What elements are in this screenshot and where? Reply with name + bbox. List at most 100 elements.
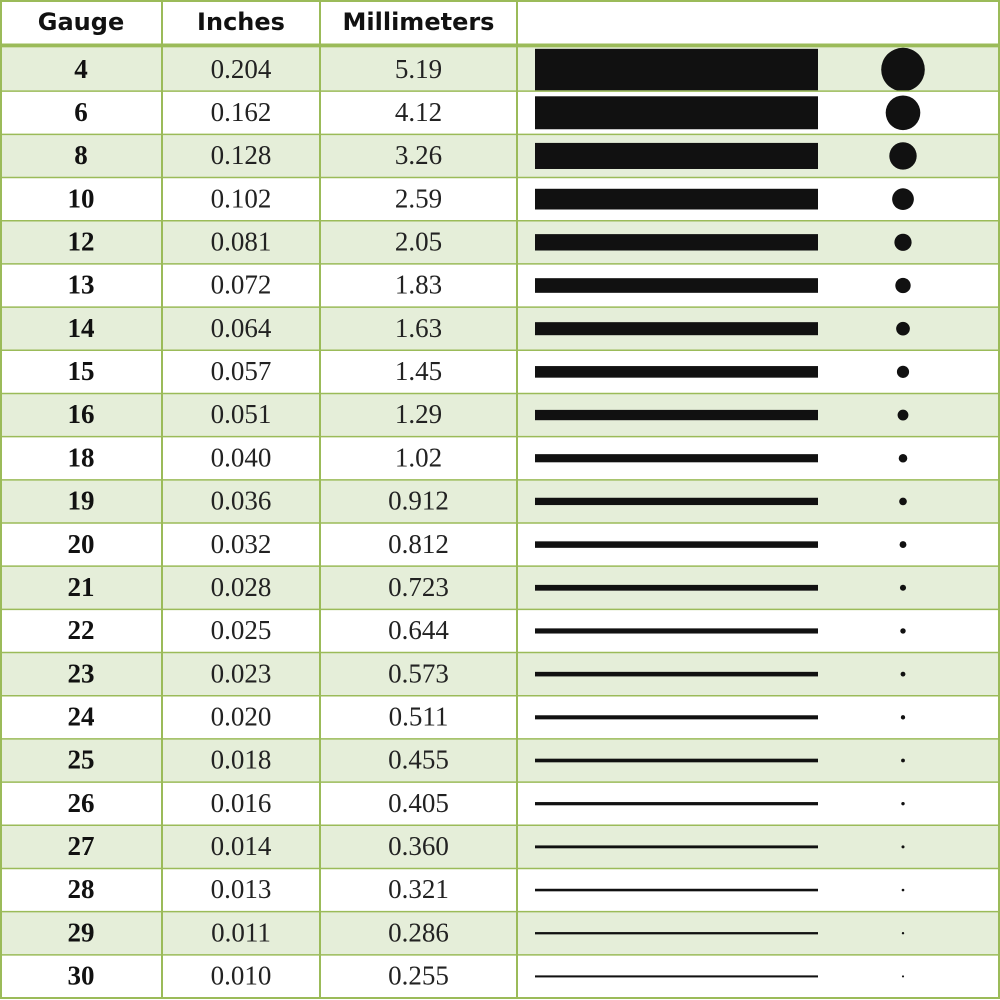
value-cell: 0.020: [211, 702, 272, 732]
value-cell: 1.02: [395, 442, 442, 472]
wire-dot: [897, 409, 909, 421]
row-band: [0, 825, 1000, 869]
gauge-cell: 20: [68, 529, 95, 559]
wire-dot: [896, 321, 910, 336]
wire-bar: [535, 142, 818, 169]
value-cell: 0.912: [388, 486, 449, 516]
wire-bar: [535, 758, 818, 763]
wire-dot: [899, 541, 907, 549]
value-cell: 0.011: [211, 917, 271, 947]
wire-bar: [535, 715, 818, 720]
wire-dot: [899, 584, 907, 591]
wire-bar: [535, 454, 818, 463]
wire-dot: [900, 671, 906, 677]
wire-dot: [901, 801, 905, 806]
wire-dot: [901, 845, 905, 849]
value-cell: 0.204: [211, 54, 272, 84]
value-cell: 0.036: [211, 486, 272, 516]
wire-bar: [535, 975, 818, 978]
wire-dot: [896, 365, 910, 378]
wire-bar: [535, 932, 818, 935]
wire-bar: [535, 888, 818, 892]
column-header: Gauge: [38, 8, 124, 36]
gauge-cell: 13: [68, 270, 95, 300]
gauge-cell: 8: [74, 140, 88, 170]
wire-bar: [535, 366, 818, 378]
wire-dot: [894, 233, 912, 251]
wire-dot: [900, 715, 906, 720]
wire-bar: [535, 409, 818, 421]
wire-bar: [535, 671, 818, 677]
row-band: [0, 911, 1000, 955]
wire-dot: [901, 888, 905, 892]
value-cell: 0.255: [388, 961, 449, 991]
value-cell: 0.286: [388, 917, 449, 947]
value-cell: 0.162: [211, 97, 272, 127]
gauge-cell: 24: [68, 702, 95, 732]
value-cell: 0.016: [211, 788, 272, 818]
value-cell: 1.45: [395, 356, 442, 386]
value-cell: 5.19: [395, 54, 442, 84]
value-cell: 0.812: [388, 529, 449, 559]
value-cell: 0.455: [388, 745, 449, 775]
wire-dot: [885, 95, 921, 131]
gauge-cell: 4: [74, 54, 88, 84]
wire-dot: [898, 453, 908, 463]
value-cell: 0.023: [211, 658, 272, 688]
value-cell: 1.83: [395, 270, 442, 300]
wire-bar: [535, 48, 818, 91]
value-cell: 4.12: [395, 97, 442, 127]
value-cell: 0.064: [211, 313, 272, 343]
value-cell: 0.014: [211, 831, 272, 861]
gauge-cell: 19: [68, 486, 95, 516]
value-cell: 0.018: [211, 745, 272, 775]
value-cell: 3.26: [395, 140, 442, 170]
wire-bar: [535, 845, 818, 849]
gauge-cell: 14: [68, 313, 95, 343]
wire-bar: [535, 584, 818, 591]
value-cell: 1.29: [395, 399, 442, 429]
value-cell: 0.025: [211, 615, 272, 645]
row-band: [0, 134, 1000, 178]
value-cell: 0.028: [211, 572, 272, 602]
value-cell: 0.644: [388, 615, 449, 645]
value-cell: 0.057: [211, 356, 272, 386]
wire-dot: [889, 142, 917, 170]
value-cell: 0.128: [211, 140, 272, 170]
column-header: Inches: [197, 8, 285, 36]
row-band: [0, 48, 1000, 92]
wire-bar: [535, 322, 818, 336]
gauge-cell: 28: [68, 874, 95, 904]
row-band: [0, 652, 1000, 696]
gauge-cell: 23: [68, 658, 95, 688]
value-cell: 0.405: [388, 788, 449, 818]
gauge-cell: 22: [68, 615, 95, 645]
row-band: [0, 738, 1000, 783]
row-band: [0, 307, 1000, 351]
value-cell: 0.102: [211, 183, 272, 213]
gauge-cell: 10: [68, 183, 95, 213]
gauge-cell: 15: [68, 356, 95, 386]
wire-dot: [895, 277, 911, 294]
gauge-cell: 27: [68, 831, 95, 861]
wire-dot: [901, 975, 905, 978]
wire-bar: [535, 278, 818, 293]
gauge-cell: 29: [68, 917, 95, 947]
value-cell: 0.573: [388, 658, 449, 688]
gauge-cell: 21: [68, 572, 95, 602]
wire-dot: [892, 188, 914, 211]
wire-bar: [535, 802, 818, 806]
value-cell: 0.081: [211, 227, 272, 257]
gauge-cell: 30: [68, 961, 95, 991]
gauge-cell: 12: [68, 227, 95, 257]
wire-bar: [535, 541, 818, 548]
wire-bar: [535, 188, 818, 210]
gauge-cell: 18: [68, 442, 95, 472]
value-cell: 0.072: [211, 270, 272, 300]
value-cell: 2.05: [395, 227, 442, 257]
row-band: [0, 393, 1000, 437]
wire-bar: [535, 497, 818, 506]
value-cell: 0.511: [389, 702, 449, 732]
